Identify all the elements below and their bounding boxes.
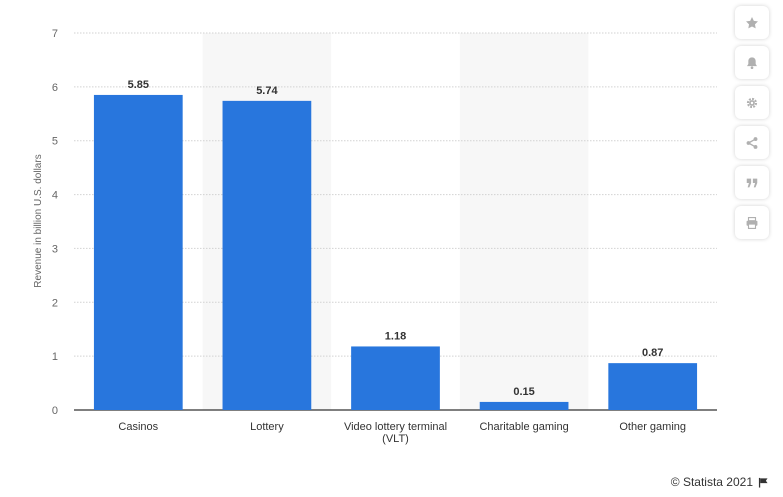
y-tick-label: 1 bbox=[52, 351, 58, 363]
category-label: Charitable gaming bbox=[479, 421, 568, 433]
category-label: Casinos bbox=[118, 421, 158, 433]
settings-button[interactable] bbox=[735, 86, 769, 119]
y-axis-label: Revenue in billion U.S. dollars bbox=[33, 154, 44, 287]
bar[interactable] bbox=[479, 401, 569, 410]
category-labels: Casinos Lottery Video lottery terminal (VLT… bbox=[118, 421, 686, 445]
y-tick-label: 4 bbox=[52, 190, 58, 202]
y-tick-label: 5 bbox=[52, 136, 58, 148]
y-tick-label: 0 bbox=[52, 405, 58, 417]
bar[interactable] bbox=[222, 100, 312, 411]
print-button[interactable] bbox=[735, 206, 769, 239]
gear-icon bbox=[746, 97, 758, 108]
share-icon bbox=[746, 136, 758, 149]
bar[interactable] bbox=[608, 363, 698, 410]
source-credit: © Statista 2021 bbox=[671, 475, 769, 489]
bar[interactable] bbox=[351, 346, 440, 410]
chart-toolbar bbox=[735, 6, 769, 239]
bar[interactable] bbox=[93, 94, 183, 410]
notification-button[interactable] bbox=[735, 46, 769, 79]
cite-button[interactable] bbox=[735, 166, 769, 199]
y-tick-labels: 0 1 2 3 4 5 6 7 bbox=[52, 28, 58, 417]
y-tick-label: 6 bbox=[52, 82, 58, 94]
category-label: Other gaming bbox=[619, 421, 686, 433]
favorite-button[interactable] bbox=[735, 6, 769, 39]
bell-icon bbox=[747, 56, 757, 69]
star-icon bbox=[746, 16, 758, 28]
value-label: 0.15 bbox=[513, 386, 534, 398]
category-label: Video lottery terminal (VLT) bbox=[344, 421, 447, 445]
y-tick-label: 3 bbox=[52, 243, 58, 255]
value-label: 5.74 bbox=[256, 85, 278, 97]
band-3 bbox=[459, 33, 589, 410]
y-tick-label: 7 bbox=[52, 28, 58, 40]
share-button[interactable] bbox=[735, 126, 769, 159]
quote-icon bbox=[746, 178, 758, 187]
value-label: 0.87 bbox=[642, 347, 663, 359]
y-tick-label: 2 bbox=[52, 297, 58, 309]
credit-text: © Statista 2021 bbox=[670, 475, 753, 489]
print-icon bbox=[746, 216, 758, 229]
bars bbox=[93, 94, 698, 411]
flag-icon[interactable] bbox=[758, 477, 769, 488]
category-label: Lottery bbox=[250, 421, 284, 433]
value-label: 5.85 bbox=[128, 79, 149, 91]
value-labels: 5.85 5.74 1.18 0.15 0.87 bbox=[128, 79, 664, 398]
value-label: 1.18 bbox=[385, 330, 406, 342]
